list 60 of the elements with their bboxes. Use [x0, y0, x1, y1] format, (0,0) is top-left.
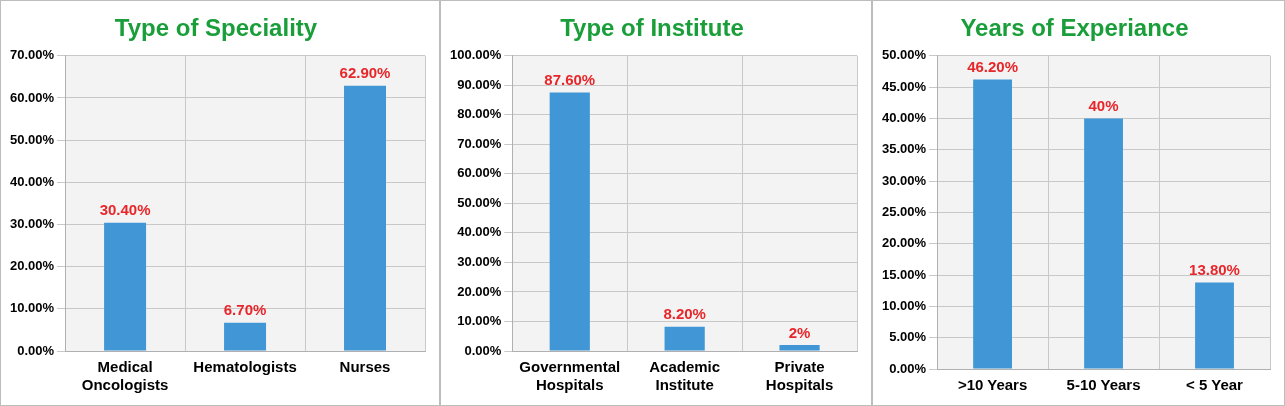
y-tick-label: 45.00% — [882, 78, 927, 94]
bar — [1084, 118, 1123, 369]
y-tick-label: 10.00% — [457, 313, 502, 329]
y-tick-label: 40.00% — [457, 224, 502, 240]
bar — [104, 222, 147, 351]
x-tick-label: Academic Institute — [649, 358, 721, 394]
y-tick-label: 80.00% — [457, 106, 502, 122]
x-tick-label: Hematologists — [193, 358, 297, 376]
x-tick-label: < 5 Year — [1186, 376, 1244, 394]
y-tick-label: 0.00% — [464, 342, 502, 358]
chart-title: Type of Institute — [560, 14, 744, 42]
bar — [779, 345, 820, 351]
data-label: 62.90% — [339, 64, 391, 82]
bar — [1195, 282, 1234, 369]
y-tick-label: 70.00% — [457, 135, 502, 151]
chart-title: Years of Experiance — [960, 14, 1189, 42]
y-tick-label: 15.00% — [882, 266, 927, 282]
y-tick-label: 25.00% — [882, 203, 927, 219]
x-tick-label: Nurses — [339, 358, 391, 376]
y-tick-label: 20.00% — [882, 235, 927, 251]
y-tick-label: 40.00% — [10, 173, 55, 189]
data-label: 40% — [1088, 97, 1119, 115]
bar — [549, 92, 590, 351]
y-tick-label: 5.00% — [889, 329, 927, 345]
y-tick-label: 0.00% — [889, 360, 927, 376]
data-label: 8.20% — [663, 305, 706, 323]
y-tick-label: 50.00% — [882, 47, 927, 63]
x-tick-label: Medical Oncologists — [81, 358, 169, 394]
bar — [344, 85, 387, 351]
y-tick-label: 0.00% — [17, 342, 55, 358]
chart-title: Type of Speciality — [114, 14, 318, 42]
bar — [224, 322, 267, 351]
y-tick-label: 35.00% — [882, 141, 927, 157]
data-label: 2% — [788, 323, 811, 341]
data-label: 46.20% — [967, 58, 1019, 76]
y-tick-label: 20.00% — [10, 258, 55, 274]
data-label: 87.60% — [544, 71, 596, 89]
y-tick-label: 30.00% — [457, 254, 502, 270]
y-tick-label: 70.00% — [10, 47, 55, 63]
y-tick-label: 60.00% — [457, 165, 502, 181]
y-tick-label: 30.00% — [10, 216, 55, 232]
x-tick-label: Private Hospitals — [765, 358, 834, 394]
y-tick-label: 30.00% — [882, 172, 927, 188]
bar — [973, 79, 1012, 369]
y-tick-label: 60.00% — [10, 89, 55, 105]
y-tick-label: 100.00% — [449, 47, 502, 63]
x-tick-label: 5-10 Years — [1066, 376, 1141, 394]
y-tick-label: 40.00% — [882, 110, 927, 126]
y-tick-label: 10.00% — [882, 297, 927, 313]
y-tick-label: 50.00% — [10, 131, 55, 147]
bar — [664, 326, 705, 351]
x-tick-label: Governmental Hospitals — [519, 358, 621, 394]
y-tick-label: 90.00% — [457, 76, 502, 92]
x-tick-label: >10 Years — [957, 376, 1028, 394]
y-tick-label: 10.00% — [10, 300, 55, 316]
data-label: 6.70% — [223, 301, 267, 319]
data-label: 30.40% — [99, 201, 151, 219]
data-label: 13.80% — [1189, 261, 1240, 279]
y-tick-label: 50.00% — [457, 194, 502, 210]
y-tick-label: 20.00% — [457, 283, 502, 299]
